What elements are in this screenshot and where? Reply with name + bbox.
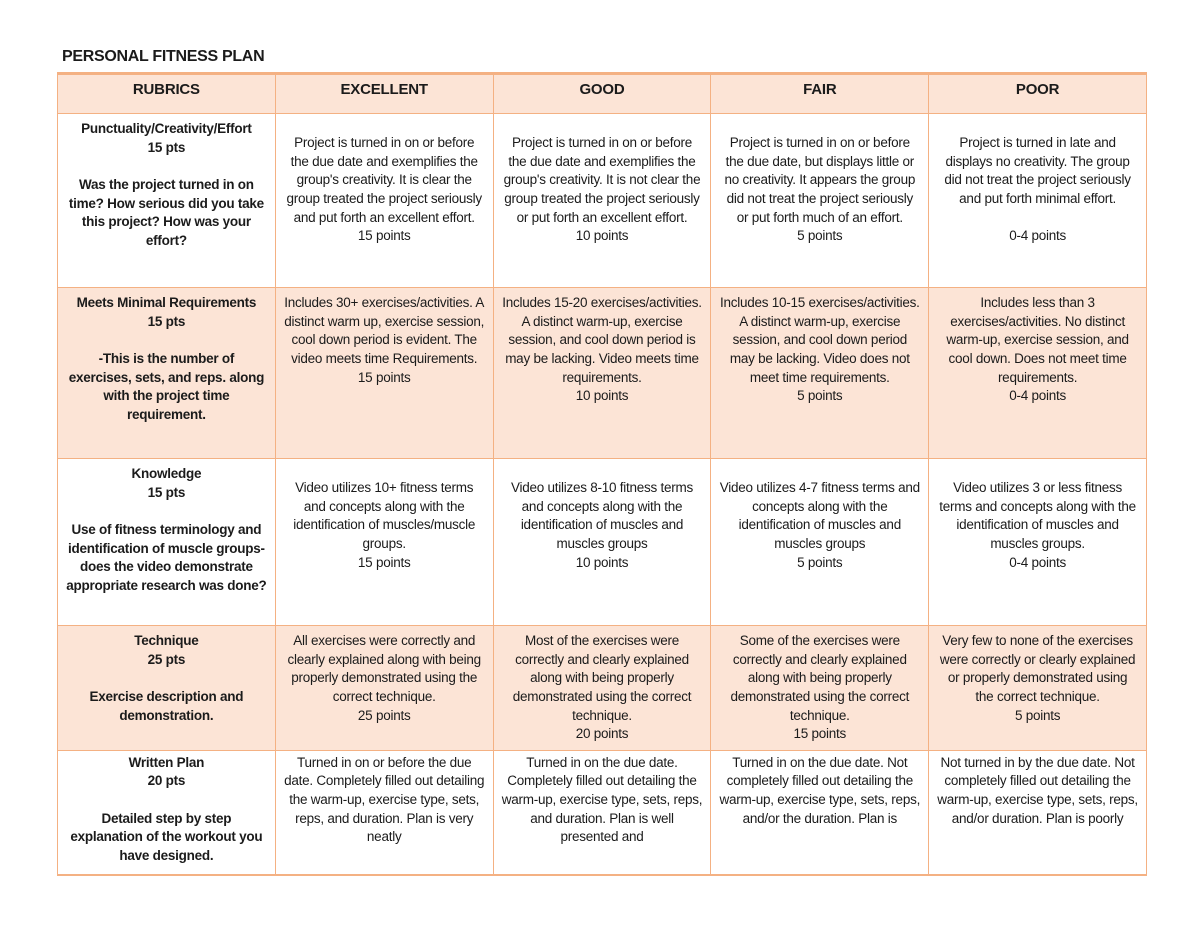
- cell-poor: Very few to none of the exercises were c…: [928, 625, 1147, 751]
- cell-good: Project is turned in on or before the du…: [492, 113, 712, 288]
- cell-poor: Video utilizes 3 or less fitness terms a…: [928, 458, 1147, 626]
- cell-criterion: Meets Minimal Requirements 15 pts -This …: [57, 287, 276, 459]
- rubric-row-punctuality: Punctuality/Creativity/Effort 15 pts Was…: [57, 113, 1147, 288]
- header-cell-fair: FAIR: [710, 73, 930, 114]
- header-row: RUBRICS EXCELLENT GOOD FAIR POOR: [57, 73, 1147, 114]
- header-cell-rubrics: RUBRICS: [57, 73, 276, 114]
- rubric-row-minimal-requirements: Meets Minimal Requirements 15 pts -This …: [57, 287, 1147, 459]
- cell-poor: Project is turned in late and displays n…: [928, 113, 1147, 288]
- rubric-table-header: RUBRICS EXCELLENT GOOD FAIR POOR: [57, 73, 1147, 114]
- cell-excellent: Turned in on or before the due date. Com…: [274, 749, 494, 876]
- page-title: PERSONAL FITNESS PLAN: [62, 48, 265, 65]
- cell-good: Includes 15-20 exercises/activities. A d…: [492, 287, 712, 459]
- cell-criterion: Knowledge 15 pts Use of fitness terminol…: [57, 458, 276, 626]
- cell-poor: Includes less than 3 exercises/activitie…: [928, 287, 1147, 459]
- cell-excellent: Project is turned in on or before the du…: [274, 113, 494, 288]
- cell-poor: Not turned in by the due date. Not compl…: [928, 749, 1147, 876]
- cell-excellent: Video utilizes 10+ fitness terms and con…: [274, 458, 494, 626]
- header-cell-poor: POOR: [928, 73, 1147, 114]
- cell-good: Video utilizes 8-10 fitness terms and co…: [492, 458, 712, 626]
- cell-fair: Some of the exercises were correctly and…: [710, 625, 930, 751]
- rubric-table: RUBRICS EXCELLENT GOOD FAIR POOR Punctua…: [57, 72, 1147, 877]
- cell-fair: Project is turned in on or before the du…: [710, 113, 930, 288]
- cell-criterion: Punctuality/Creativity/Effort 15 pts Was…: [57, 113, 276, 288]
- header-cell-good: GOOD: [492, 73, 712, 114]
- cell-good: Turned in on the due date. Completely fi…: [492, 749, 712, 876]
- cell-criterion: Technique 25 pts Exercise description an…: [57, 625, 276, 751]
- header-cell-excellent: EXCELLENT: [274, 73, 494, 114]
- cell-excellent: All exercises were correctly and clearly…: [274, 625, 494, 751]
- cell-good: Most of the exercises were correctly and…: [492, 625, 712, 751]
- rubric-row-written-plan: Written Plan 20 pts Detailed step by ste…: [57, 749, 1147, 876]
- rubric-row-technique: Technique 25 pts Exercise description an…: [57, 625, 1147, 751]
- cell-fair: Video utilizes 4-7 fitness terms and con…: [710, 458, 930, 626]
- cell-criterion: Written Plan 20 pts Detailed step by ste…: [57, 749, 276, 876]
- cell-fair: Turned in on the due date. Not completel…: [710, 749, 930, 876]
- rubric-row-knowledge: Knowledge 15 pts Use of fitness terminol…: [57, 458, 1147, 626]
- cell-fair: Includes 10-15 exercises/activities. A d…: [710, 287, 930, 459]
- cell-excellent: Includes 30+ exercises/activities. A dis…: [274, 287, 494, 459]
